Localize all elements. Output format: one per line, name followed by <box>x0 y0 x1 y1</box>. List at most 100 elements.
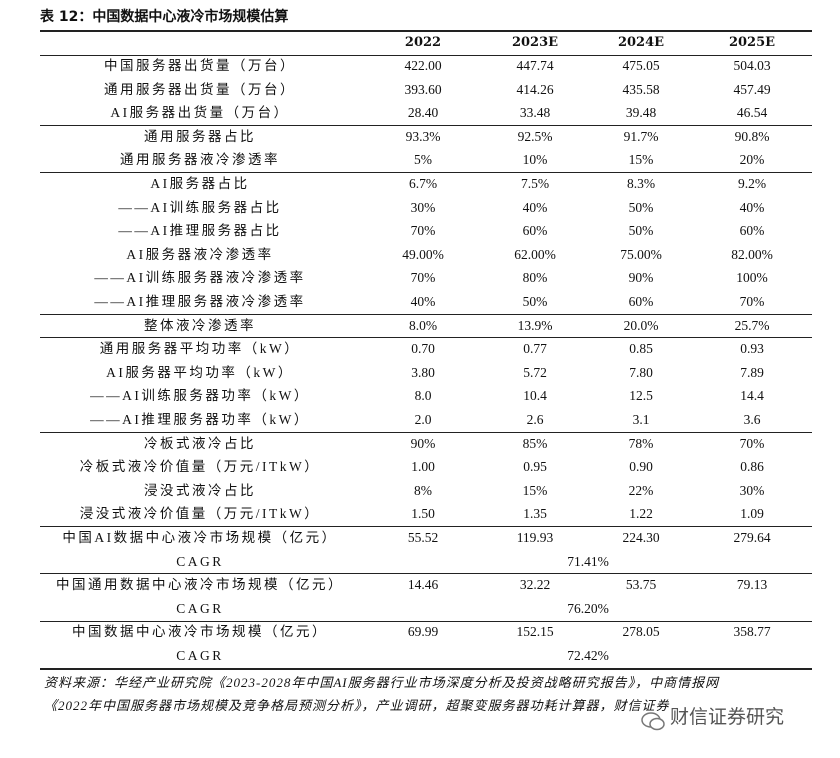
watermark: 财信证券研究 <box>670 706 785 728</box>
rule <box>40 125 812 126</box>
cell: 8% <box>414 482 432 498</box>
cell: 40% <box>410 294 436 309</box>
cell: 1.22 <box>629 506 653 522</box>
row-label: 浸没式液冷价值量（万元/ITkW） <box>79 506 321 522</box>
cell: 33.48 <box>519 105 551 121</box>
row-label: 通用服务器液冷渗透率 <box>120 152 280 168</box>
cell: 422.00 <box>404 58 442 73</box>
cell: 50% <box>522 294 548 309</box>
cell: 5.72 <box>523 364 547 380</box>
cell: 7.89 <box>740 364 764 380</box>
cell: 457.49 <box>733 81 771 97</box>
cell: 0.70 <box>411 341 435 357</box>
cell: 90% <box>628 270 654 286</box>
row-label: AI服务器占比 <box>150 176 250 191</box>
cell: 0.93 <box>740 341 764 357</box>
rule <box>40 667 812 670</box>
cell: 50% <box>628 199 654 215</box>
cell: 69.99 <box>407 624 439 640</box>
cell: 1.00 <box>411 459 435 475</box>
source-line: 《2022年中国服务器市场规模及竞争格局预测分析》，产业调研，超聚变服务器功耗计… <box>44 698 670 713</box>
cell: 46.54 <box>736 105 768 121</box>
cell: 7.80 <box>629 364 653 380</box>
watermark-icon <box>641 712 665 731</box>
cell: 414.26 <box>516 81 554 97</box>
row-label: 通用服务器平均功率（kW） <box>99 341 301 357</box>
row-label: ——AI推理服务器占比 <box>118 223 282 239</box>
row-label: 通用服务器占比 <box>144 128 256 144</box>
cell: 91.7% <box>623 128 659 144</box>
cell: 90% <box>410 435 436 451</box>
rule <box>40 172 812 174</box>
rule <box>40 313 812 315</box>
cell: 224.30 <box>622 530 660 545</box>
cell: 62.00% <box>514 246 556 262</box>
rule <box>40 30 812 32</box>
cell: 0.95 <box>523 459 547 475</box>
row-label: 通用服务器出货量（万台） <box>104 81 296 97</box>
cell: 2.0 <box>414 412 432 427</box>
cell: 80% <box>522 270 548 286</box>
row-label: AI服务器液冷渗透率 <box>126 246 274 262</box>
cell: 0.77 <box>523 341 547 357</box>
cell: 2.6 <box>526 412 544 427</box>
row-label: 浸没式液冷占比 <box>144 482 256 498</box>
cell: 279.64 <box>733 530 771 545</box>
cell: 70% <box>410 223 436 239</box>
cagr-value: 72.42% <box>567 648 609 663</box>
row-label: 冷板式液冷价值量（万元/ITkW） <box>79 459 321 475</box>
cell: 447.74 <box>516 58 554 73</box>
row-label: ——AI推理服务器液冷渗透率 <box>94 294 306 309</box>
cell: 20% <box>739 152 765 168</box>
row-label: 冷板式液冷占比 <box>144 435 256 451</box>
cell: 15% <box>628 152 654 168</box>
rule <box>40 620 812 622</box>
cell: 358.77 <box>733 624 771 640</box>
row-label: 中国服务器出货量（万台） <box>104 58 296 73</box>
row-label: CAGR <box>176 600 224 616</box>
cell: 8.0% <box>408 317 438 333</box>
cell: 60% <box>628 294 654 309</box>
rule <box>40 573 812 575</box>
cell: 9.2% <box>737 176 767 191</box>
row-label: CAGR <box>176 553 224 569</box>
cell: 28.40 <box>407 105 439 121</box>
row-label: ——AI训练服务器液冷渗透率 <box>94 270 306 286</box>
cell: 5% <box>414 152 432 168</box>
rule <box>40 55 812 56</box>
cell: 152.15 <box>516 624 554 640</box>
cell: 8.0 <box>414 388 432 404</box>
cell: 1.35 <box>523 506 547 522</box>
cell: 92.5% <box>517 128 553 144</box>
cell: 75.00% <box>620 246 662 262</box>
cell: 3.1 <box>632 412 650 427</box>
row-label: CAGR <box>176 648 224 663</box>
row-label: 中国数据中心液冷市场规模（亿元） <box>72 624 328 640</box>
cell: 10% <box>522 152 548 168</box>
cell: 79.13 <box>736 577 768 593</box>
cell: 0.85 <box>629 341 653 357</box>
row-label: 中国AI数据中心液冷市场规模（亿元） <box>62 530 338 545</box>
cell: 278.05 <box>622 624 660 640</box>
table-title: 表 12：中国数据中心液冷市场规模估算 <box>40 9 289 25</box>
cell: 93.3% <box>405 128 441 144</box>
rule <box>40 337 812 339</box>
cell: 3.6 <box>743 412 761 427</box>
column-header: 2024E <box>617 35 665 50</box>
row-label: AI服务器平均功率（kW） <box>106 364 294 380</box>
cell: 30% <box>739 482 765 498</box>
cell: 25.7% <box>734 317 770 333</box>
row-label: ——AI推理服务器功率（kW） <box>90 412 310 427</box>
cell: 15% <box>522 482 548 498</box>
cell: 22% <box>628 482 654 498</box>
cell: 13.9% <box>517 317 553 333</box>
cell: 1.50 <box>411 506 435 522</box>
cagr-value: 71.41% <box>567 553 609 569</box>
cell: 119.93 <box>516 530 554 545</box>
cell: 82.00% <box>731 246 773 262</box>
cell: 78% <box>628 435 654 451</box>
cell: 70% <box>410 270 436 286</box>
cell: 40% <box>522 199 548 215</box>
row-label: AI服务器出货量（万台） <box>110 105 290 121</box>
